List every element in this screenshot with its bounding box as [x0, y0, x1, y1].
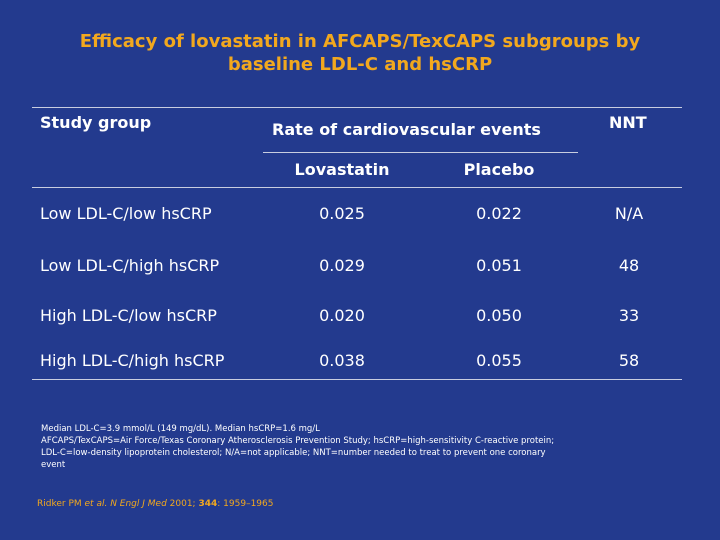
row-study-group: Low LDL-C/low hsCRP	[40, 204, 212, 223]
rate-group-rule	[263, 152, 578, 153]
citation-authors: Ridker PM	[37, 499, 85, 509]
table-top-rule	[32, 107, 682, 108]
header-study-group: Study group	[40, 113, 152, 132]
citation-volume: 344	[198, 499, 218, 509]
subheader-lovastatin: Lovastatin	[294, 160, 390, 179]
row-placebo-rate: 0.055	[476, 351, 522, 370]
footnote-line: event	[41, 460, 66, 470]
footnote-line: LDL-C=low-density lipoprotein cholestero…	[41, 448, 546, 458]
row-lovastatin-rate: 0.029	[319, 256, 365, 275]
footnote: Median LDL-C=3.9 mmol/L (149 mg/dL). Med…	[41, 423, 681, 471]
row-nnt: N/A	[614, 204, 644, 223]
citation-year: 2001;	[166, 499, 199, 509]
footnote-line: AFCAPS/TexCAPS=Air Force/Texas Coronary …	[41, 436, 555, 446]
row-placebo-rate: 0.050	[476, 306, 522, 325]
citation-pages: : 1959–1965	[217, 499, 274, 509]
row-lovastatin-rate: 0.020	[319, 306, 365, 325]
citation: Ridker PM et al. N Engl J Med 2001; 344:…	[37, 498, 273, 510]
row-study-group: Low LDL-C/high hsCRP	[40, 256, 220, 275]
row-study-group: High LDL-C/low hsCRP	[40, 306, 217, 325]
header-bottom-rule	[32, 187, 682, 188]
row-study-group: High LDL-C/high hsCRP	[40, 351, 225, 370]
subheader-placebo: Placebo	[463, 160, 535, 179]
slide-title-line-2: baseline LDL-C and hsCRP	[227, 54, 493, 75]
row-nnt: 48	[618, 256, 640, 275]
slide-title: Efficacy of lovastatin in AFCAPS/TexCAPS…	[0, 30, 720, 76]
row-placebo-rate: 0.051	[476, 256, 522, 275]
row-nnt: 58	[618, 351, 640, 370]
table-bottom-rule	[32, 379, 682, 380]
header-nnt: NNT	[609, 113, 647, 132]
footnote-line: Median LDL-C=3.9 mmol/L (149 mg/dL). Med…	[41, 424, 320, 434]
row-lovastatin-rate: 0.038	[319, 351, 365, 370]
citation-etal: et al.	[84, 499, 108, 509]
row-nnt: 33	[618, 306, 640, 325]
citation-journal: N Engl J Med	[110, 499, 167, 509]
slide-title-line-1: Efficacy of lovastatin in AFCAPS/TexCAPS…	[79, 31, 641, 52]
row-placebo-rate: 0.022	[476, 204, 522, 223]
header-rate-of-cardiovascular-events: Rate of cardiovascular events	[272, 120, 541, 139]
row-lovastatin-rate: 0.025	[319, 204, 365, 223]
